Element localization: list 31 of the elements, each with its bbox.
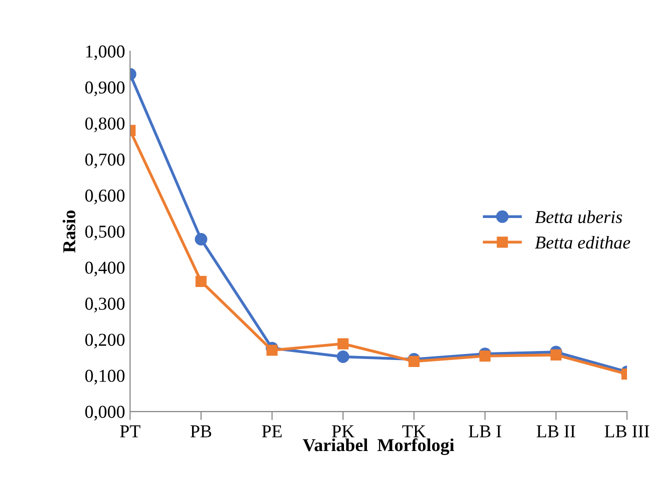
y-tick-label: 1,000 [86,45,125,60]
x-tick-label: TK [402,425,426,438]
x-tick-label: PK [332,425,354,438]
point [266,344,278,356]
point [408,356,420,367]
y-tick-label: 0,700 [85,154,125,168]
x-tick-label: LB I [468,425,502,438]
point [550,349,562,360]
x-tick-label: PT [120,425,140,438]
y-tick-label: 0,200 [85,334,125,348]
point [336,350,350,363]
y-axis-title: Rasio [62,210,76,253]
y-tick-label: 0,900 [85,81,125,96]
x-tick-label: LB II [536,425,576,438]
point [194,233,208,246]
y-tick-label: 0,400 [85,262,125,276]
y-tick-label: 0,500 [85,226,125,240]
x-axis-title: Variabel Morfologi [302,438,454,456]
y-tick-label: 0,600 [85,190,125,204]
point [195,276,207,287]
y-tick-label: 0,300 [85,298,125,312]
point [479,350,491,362]
x-tick-label: PB [190,425,212,438]
x-tick-label: LB III [604,425,650,438]
y-tick-label: 0,100 [85,370,125,385]
point [337,338,349,350]
legend-label: Betta uberis [535,210,622,224]
y-tick-label: 0,000 [85,406,125,421]
legend-label: Betta edithae [535,236,630,249]
x-tick-label: PE [262,425,282,438]
y-tick-label: 0,800 [85,117,125,132]
